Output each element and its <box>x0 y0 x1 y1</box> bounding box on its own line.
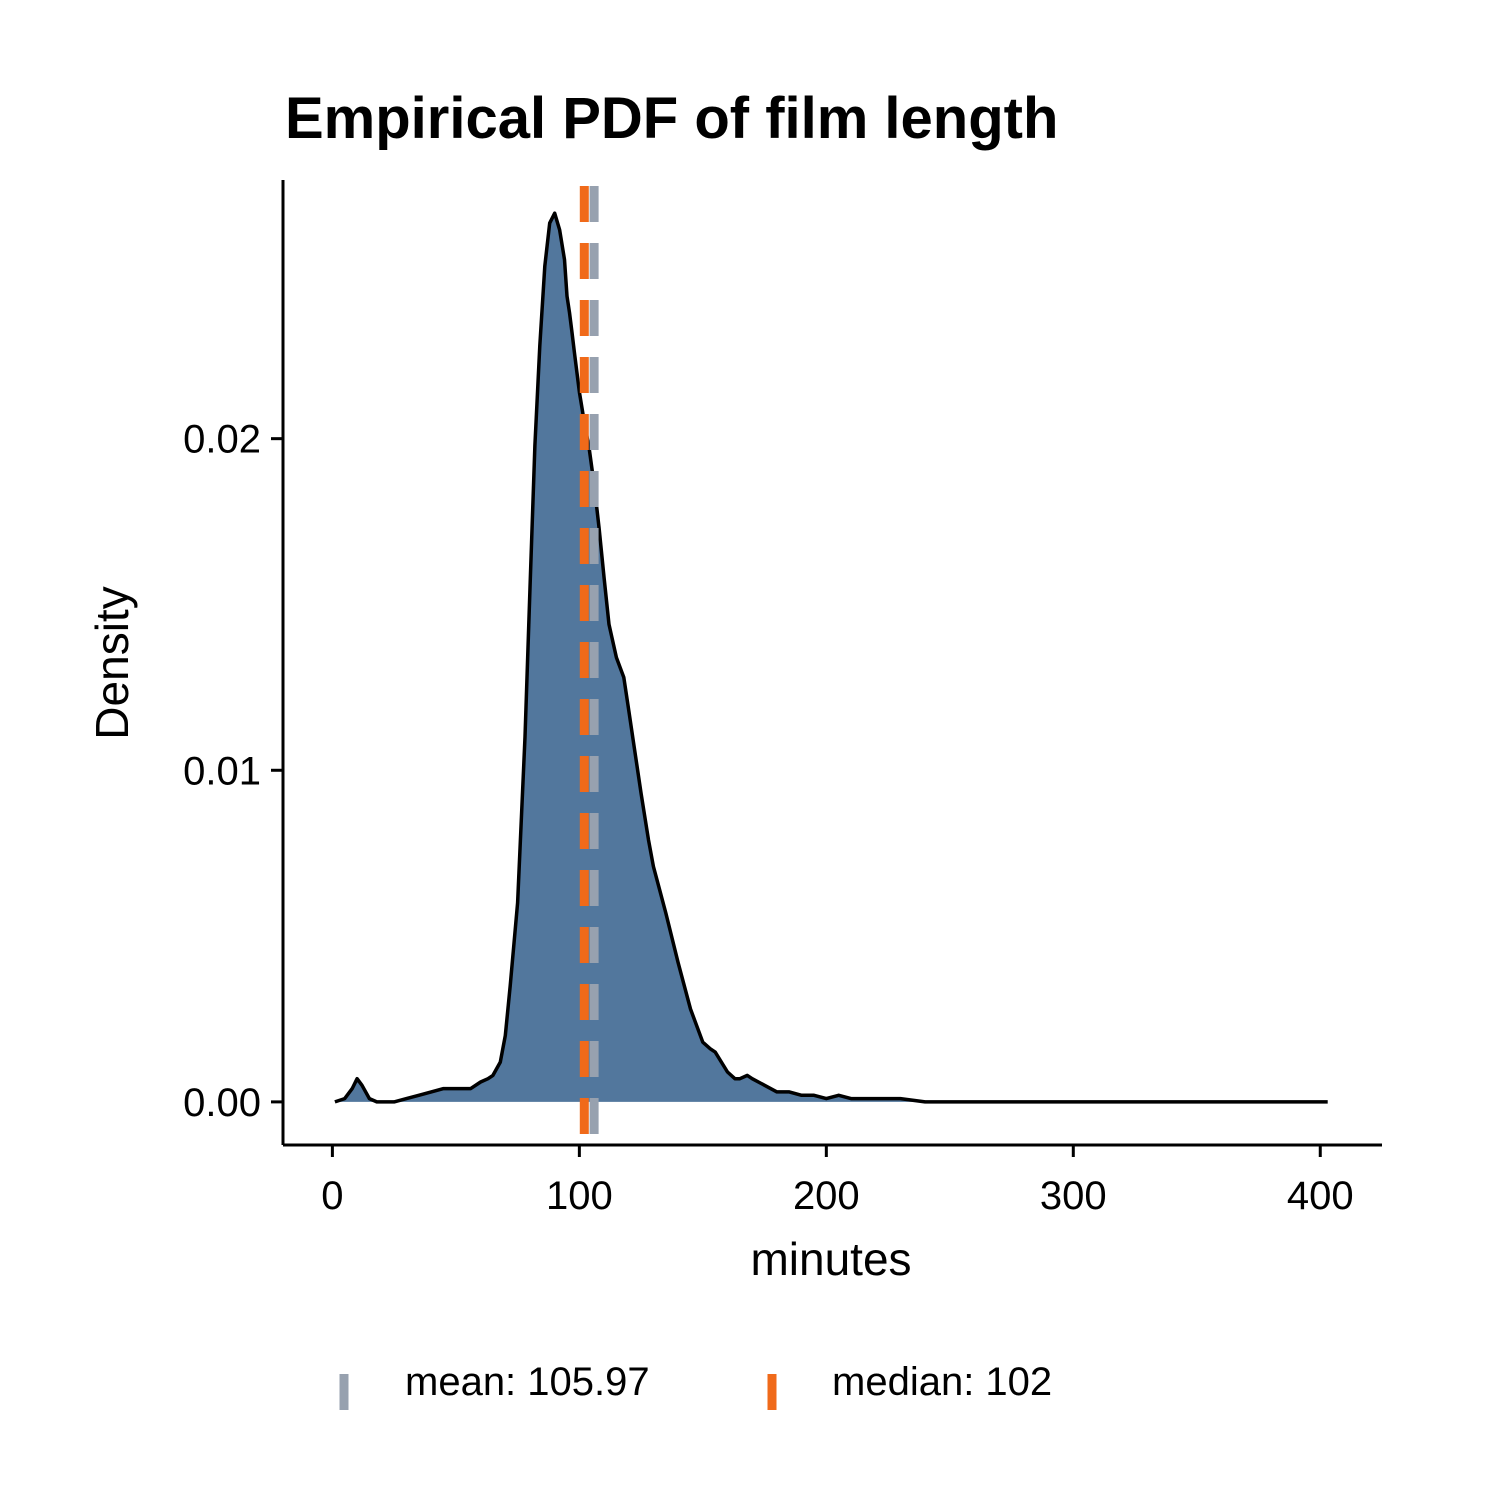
y-tick-label: 0.02 <box>183 418 261 462</box>
legend-label-mean: mean: 105.97 <box>405 1360 650 1404</box>
axes <box>281 180 1382 1147</box>
x-tick-label: 100 <box>546 1174 613 1218</box>
plot-panel <box>334 186 1328 1141</box>
y-axis-title: Density <box>86 586 138 739</box>
y-tick-label: 0.00 <box>183 1081 261 1125</box>
chart-title: Empirical PDF of film length <box>285 86 1058 151</box>
x-tick-label: 200 <box>793 1174 860 1218</box>
x-axis-title: minutes <box>750 1233 911 1285</box>
x-tick-label: 300 <box>1040 1174 1107 1218</box>
ticks: 0 100 200 300 400 0.00 0.01 0.02 <box>183 418 1353 1218</box>
density-curve <box>334 211 1328 1104</box>
legend-label-median: median: 102 <box>832 1360 1052 1404</box>
density-area <box>334 213 1328 1102</box>
legend: mean: 105.97 median: 102 <box>339 1360 1052 1410</box>
y-tick-label: 0.01 <box>183 749 261 793</box>
x-tick-label: 400 <box>1287 1174 1354 1218</box>
x-tick-label: 0 <box>321 1174 343 1218</box>
